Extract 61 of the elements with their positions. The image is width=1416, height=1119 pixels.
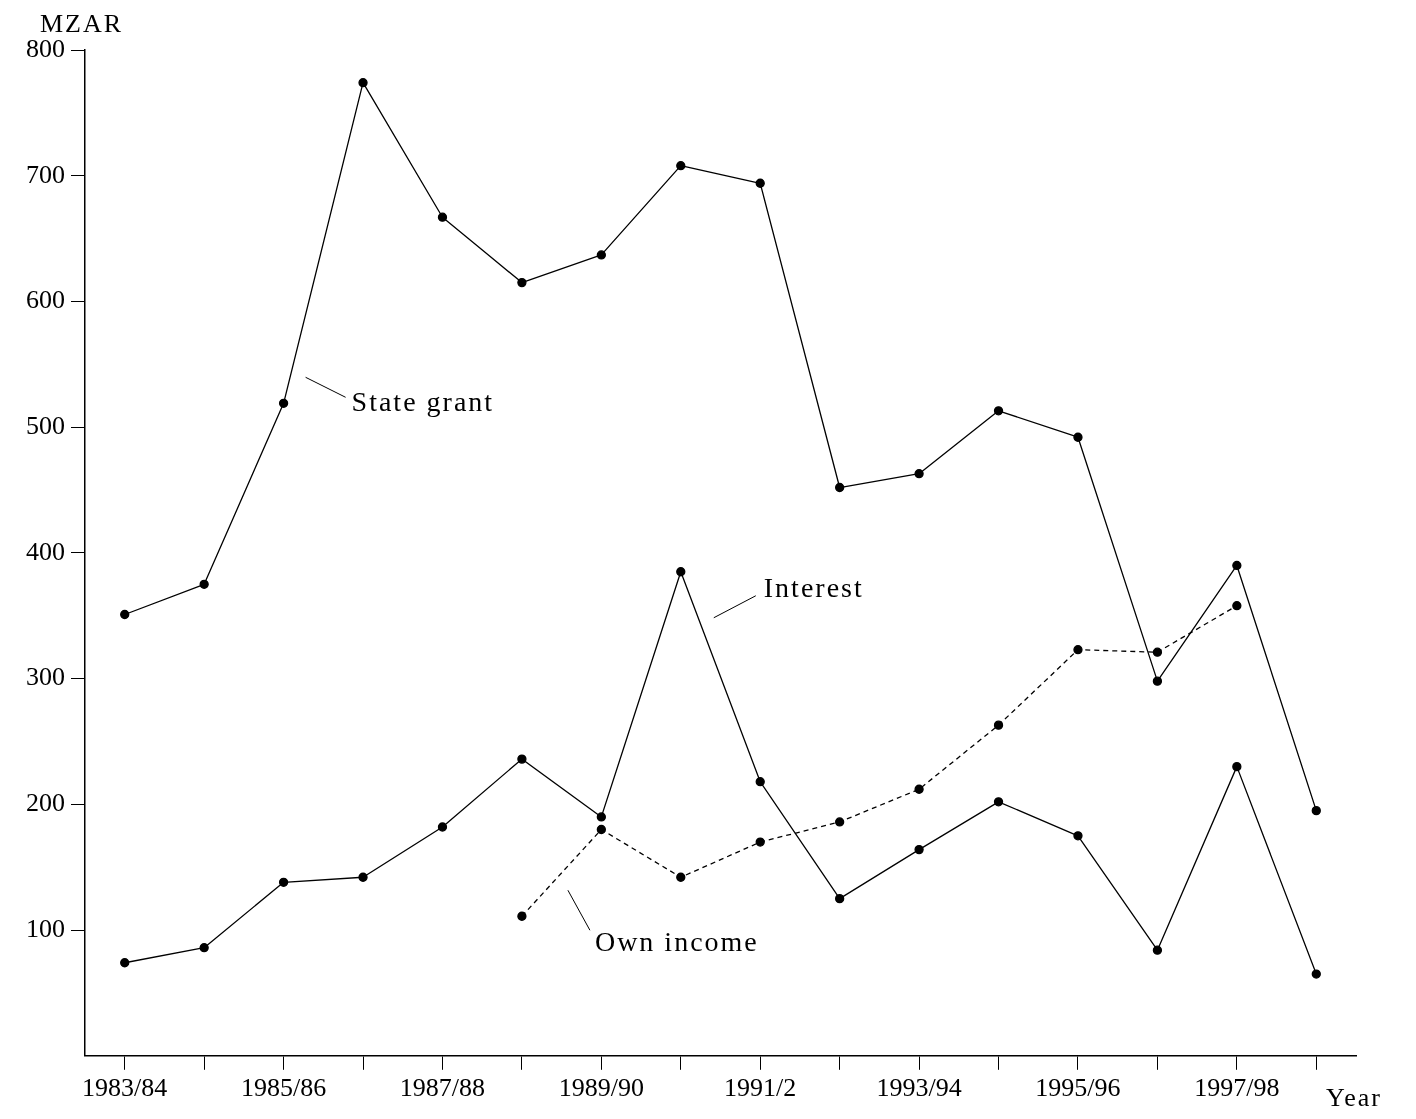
point <box>358 78 368 88</box>
point <box>437 822 448 832</box>
point <box>1152 647 1163 657</box>
point <box>1232 560 1242 571</box>
y-tick-label: 600 <box>26 285 65 315</box>
x-tick-label: 1997/98 <box>1194 1073 1280 1103</box>
point <box>1073 831 1083 841</box>
x-tick-label: 1983/84 <box>82 1073 168 1103</box>
point <box>596 812 606 822</box>
point <box>1152 676 1163 686</box>
annotation: Interest <box>763 572 864 604</box>
annotation: State grant <box>351 385 495 417</box>
point <box>835 893 845 904</box>
point <box>596 824 606 835</box>
point <box>1152 945 1163 955</box>
point <box>993 720 1004 730</box>
x-tick-label: 1995/96 <box>1035 1073 1121 1103</box>
x-tick-label: 1985/86 <box>240 1073 327 1103</box>
point <box>1232 761 1242 772</box>
y-tick-label: 500 <box>26 411 65 440</box>
point <box>914 784 924 794</box>
point <box>993 406 1004 416</box>
point <box>914 844 924 855</box>
point <box>1311 805 1321 816</box>
point <box>835 482 845 493</box>
x-tick-label: 1987/88 <box>399 1073 486 1103</box>
point <box>755 178 765 188</box>
x-tick-label: 1993/94 <box>876 1073 962 1103</box>
x-tick-label: 1989/90 <box>558 1073 644 1103</box>
point <box>1232 601 1242 611</box>
point <box>517 911 527 921</box>
point <box>755 837 765 847</box>
point <box>835 817 845 827</box>
x-tick-label: 1991/2 <box>724 1073 797 1103</box>
point <box>278 877 289 887</box>
point <box>199 943 209 953</box>
y-tick-label: 700 <box>26 159 65 189</box>
point <box>120 958 130 968</box>
point <box>1073 432 1083 442</box>
point <box>278 398 289 408</box>
point <box>517 754 527 764</box>
point <box>358 872 368 882</box>
point <box>676 872 686 882</box>
point <box>993 797 1004 807</box>
point <box>676 567 686 577</box>
point <box>676 161 686 171</box>
y-tick-label: 200 <box>26 788 65 818</box>
annotation: Own income <box>594 925 759 957</box>
point <box>1073 645 1083 655</box>
y-tick-label: 100 <box>26 913 65 943</box>
point <box>199 579 209 589</box>
y-tick-label: 400 <box>26 536 65 566</box>
x-axis-title: Year <box>1326 1082 1382 1112</box>
point <box>437 212 448 222</box>
point <box>517 277 527 288</box>
point <box>596 250 606 260</box>
point <box>914 469 924 479</box>
point <box>120 609 130 620</box>
point <box>1311 969 1321 979</box>
point <box>755 777 765 787</box>
y-tick-label: 300 <box>26 662 65 692</box>
